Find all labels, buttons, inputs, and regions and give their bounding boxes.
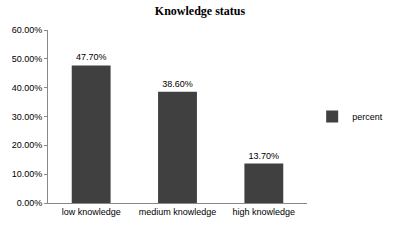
svg-text:13.70%: 13.70%: [249, 151, 280, 161]
svg-text:20.00%: 20.00%: [12, 140, 43, 150]
svg-text:50.00%: 50.00%: [12, 54, 43, 64]
svg-text:Knowledge status: Knowledge status: [155, 4, 246, 18]
svg-text:47.70%: 47.70%: [76, 52, 107, 62]
svg-text:0.00%: 0.00%: [17, 198, 43, 208]
svg-text:10.00%: 10.00%: [12, 169, 43, 179]
svg-text:percent: percent: [352, 112, 383, 122]
svg-text:high knowledge: high knowledge: [233, 207, 296, 217]
svg-text:60.00%: 60.00%: [12, 25, 43, 35]
svg-text:38.60%: 38.60%: [162, 79, 193, 89]
svg-text:40.00%: 40.00%: [12, 83, 43, 93]
svg-text:30.00%: 30.00%: [12, 112, 43, 122]
svg-text:medium knowledge: medium knowledge: [139, 207, 217, 217]
svg-text:low knowledge: low knowledge: [62, 207, 121, 217]
